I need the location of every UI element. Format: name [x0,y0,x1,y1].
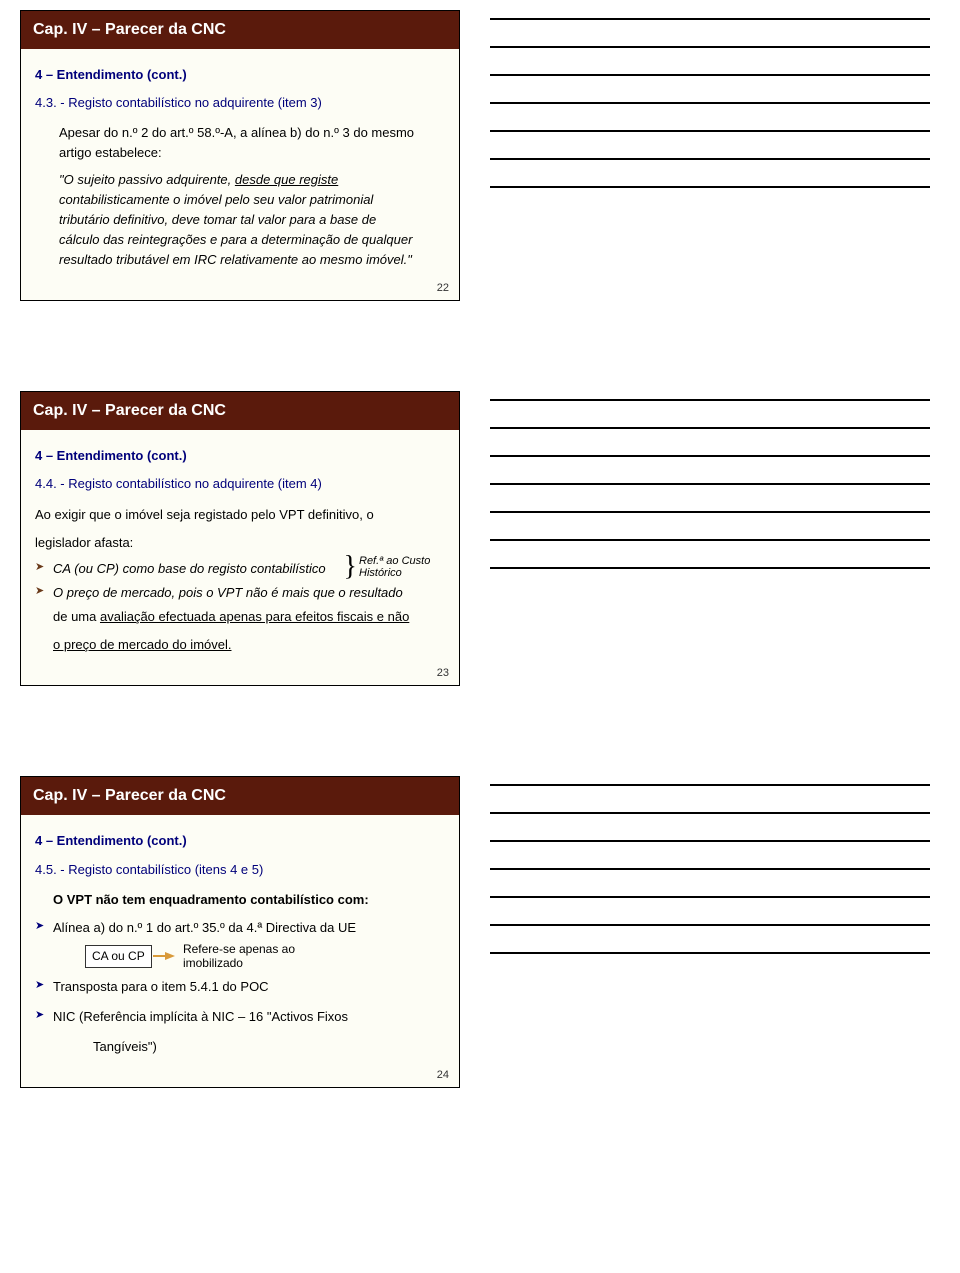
box-note: Refere-se apenas ao imobilizado [183,942,295,971]
section-title: 4 – Entendimento (cont.) [35,831,445,851]
bullet-item: O preço de mercado, pois o VPT não é mai… [35,583,445,603]
slide-22: Cap. IV – Parecer da CNC 4 – Entendiment… [20,10,460,301]
quote-line: cálculo das reintegrações e para a deter… [59,230,445,250]
body-line: legislador afasta: [35,533,445,553]
bullet-item: CA (ou CP) como base do registo contabil… [35,559,445,579]
arrow-right-icon [165,952,175,960]
body-line: Ao exigir que o imóvel seja registado pe… [35,505,445,525]
note-line [490,18,930,20]
bullet-text: NIC (Referência implícita à NIC – 16 "Ac… [53,1009,348,1024]
quote-line: "O sujeito passivo adquirente, desde que… [59,170,445,190]
underline-text: avaliação efectuada apenas para efeitos … [100,609,409,624]
note-line [490,784,930,786]
note-line [490,427,930,429]
lead-text: O VPT não tem enquadramento contabilísti… [53,890,445,910]
bullet-text: Alínea a) do n.º 1 do art.º 35.º da 4.ª … [53,920,356,935]
note-line [490,74,930,76]
slide-body: 4 – Entendimento (cont.) 4.5. - Registo … [21,815,459,1063]
note-line [490,812,930,814]
bullet-item: Transposta para o item 5.4.1 do POC [35,977,445,997]
notes-area [490,391,930,569]
bullet-item: Alínea a) do n.º 1 do art.º 35.º da 4.ª … [35,918,445,938]
slide-header: Cap. IV – Parecer da CNC [21,392,459,430]
note-line [490,896,930,898]
bullet-item: NIC (Referência implícita à NIC – 16 "Ac… [35,1007,445,1027]
note-line [490,130,930,132]
callout-text: Ref.ª ao Custo Histórico [359,555,439,580]
note-line-text: imobilizado [183,956,243,970]
handout-row: Cap. IV – Parecer da CNC 4 – Entendiment… [0,391,960,686]
note-line [490,924,930,926]
quote-line: tributário definitivo, deve tomar tal va… [59,210,445,230]
text: de uma [53,609,100,624]
note-line [490,952,930,954]
slide-body: 4 – Entendimento (cont.) 4.3. - Registo … [21,49,459,276]
box-label: CA ou CP [85,945,152,968]
handout-row: Cap. IV – Parecer da CNC 4 – Entendiment… [0,10,960,301]
note-line [490,567,930,569]
slide-number: 24 [437,1069,449,1081]
slide-number: 23 [437,667,449,679]
quote-text: "O sujeito passivo adquirente, [59,172,235,187]
notes-area [490,776,930,954]
note-line [490,102,930,104]
note-line [490,483,930,485]
note-line [490,399,930,401]
lead-text: Apesar do n.º 2 do art.º 58.º-A, a alíne… [59,123,445,163]
note-line [490,455,930,457]
quote-line: resultado tributável em IRC relativament… [59,250,445,270]
section-title: 4 – Entendimento (cont.) [35,446,445,466]
note-line [490,840,930,842]
slide-header: Cap. IV – Parecer da CNC [21,777,459,815]
subsection-title: 4.4. - Registo contabilístico no adquire… [35,474,445,494]
note-line [490,158,930,160]
bullet-text: O preço de mercado, pois o VPT não é mai… [53,585,403,600]
subsection-title: 4.5. - Registo contabilístico (itens 4 e… [35,860,445,880]
note-line-text: Refere-se apenas ao [183,942,295,956]
bullet-cont: Tangíveis") [93,1037,445,1057]
notes-area [490,10,930,188]
quote-underline: desde que registe [235,172,338,187]
brace-icon: } [344,553,357,581]
slide-24: Cap. IV – Parecer da CNC 4 – Entendiment… [20,776,460,1088]
slide-number: 22 [437,282,449,294]
callout-line: Ref.ª ao Custo [359,555,430,567]
note-line [490,186,930,188]
sub-box-row: CA ou CP Refere-se apenas ao imobilizado [85,942,445,971]
slide-body: 4 – Entendimento (cont.) 4.4. - Registo … [21,430,459,661]
quote-block: "O sujeito passivo adquirente, desde que… [59,170,445,271]
handout-row: Cap. IV – Parecer da CNC 4 – Entendiment… [0,776,960,1088]
bullet-text: Transposta para o item 5.4.1 do POC [53,979,269,994]
note-line [490,868,930,870]
bullet-cont: de uma avaliação efectuada apenas para e… [53,607,445,627]
underline-text: o preço de mercado do imóvel. [53,635,445,655]
subsection-title: 4.3. - Registo contabilístico no adquire… [35,93,445,113]
section-title: 4 – Entendimento (cont.) [35,65,445,85]
note-line [490,511,930,513]
note-line [490,46,930,48]
bullet-text: CA (ou CP) como base do registo contabil… [53,561,326,576]
slide-header: Cap. IV – Parecer da CNC [21,11,459,49]
callout-line: Histórico [359,567,402,579]
quote-line: contabilisticamente o imóvel pelo seu va… [59,190,445,210]
note-line [490,539,930,541]
slide-23: Cap. IV – Parecer da CNC 4 – Entendiment… [20,391,460,686]
